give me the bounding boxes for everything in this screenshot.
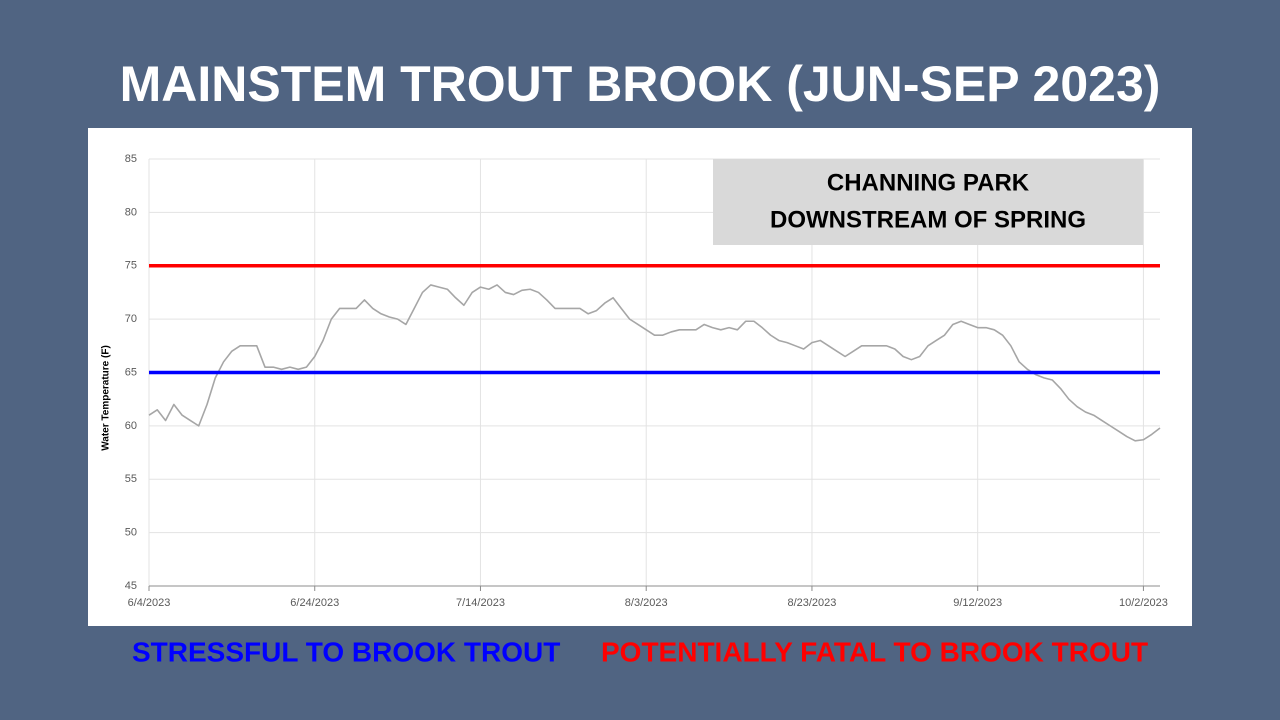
x-tick-label: 6/4/2023	[128, 597, 171, 609]
x-tick-label: 6/24/2023	[290, 597, 339, 609]
x-tick-label: 9/12/2023	[953, 597, 1002, 609]
legend-label: POTENTIALLY FATAL TO BROOK TROUT	[601, 636, 1148, 667]
y-tick-label: 50	[125, 527, 137, 539]
y-tick-label: 65	[125, 366, 137, 378]
y-tick-label: 45	[125, 580, 137, 592]
y-tick-label: 80	[125, 206, 137, 218]
annotation-box	[713, 159, 1143, 245]
data-line	[148, 284, 1161, 442]
y-tick-label: 60	[125, 420, 137, 432]
y-tick-label: 85	[125, 153, 137, 165]
annotation-line: DOWNSTREAM OF SPRING	[770, 206, 1086, 233]
x-tick-label: 8/3/2023	[625, 597, 668, 609]
legend-label: STRESSFUL TO BROOK TROUT	[132, 636, 560, 667]
y-tick-label: 55	[125, 473, 137, 485]
x-tick-label: 10/2/2023	[1119, 597, 1168, 609]
x-tick-label: 7/14/2023	[456, 597, 505, 609]
x-tick-label: 8/23/2023	[787, 597, 836, 609]
y-axis-label: Water Temperature (F)	[101, 345, 112, 451]
annotation-line: CHANNING PARK	[827, 169, 1030, 196]
y-tick-label: 75	[125, 260, 137, 272]
title: MAINSTEM TROUT BROOK (JUN-SEP 2023)	[120, 56, 1161, 112]
y-tick-label: 70	[125, 313, 137, 325]
